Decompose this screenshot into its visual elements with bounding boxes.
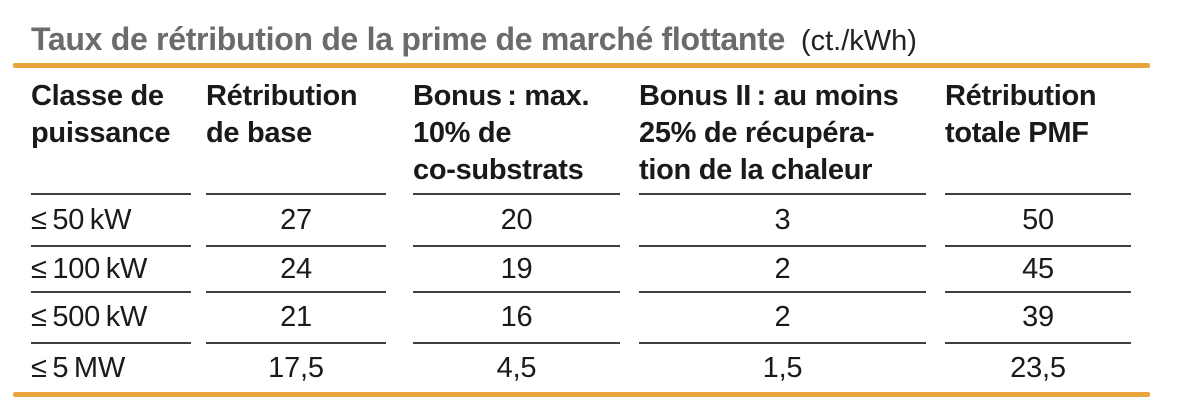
cell-classe: ≤ 500 kW xyxy=(31,293,191,344)
table-row: ≤ 50 kW 27 20 3 50 xyxy=(31,195,1200,247)
header-classe-de-puissance: Classe de puissance xyxy=(31,78,191,195)
header-line: puissance xyxy=(31,117,171,149)
cell-classe: ≤ 5 MW xyxy=(31,351,125,384)
header-line: Bonus II : au moins xyxy=(639,80,899,112)
cell-bonus2: 1,5 xyxy=(762,351,803,384)
table-row: ≤ 100 kW 24 19 2 45 xyxy=(31,247,1200,293)
header-line: Rétribution xyxy=(945,80,1097,112)
header-line: tion de la chaleur xyxy=(639,154,873,186)
cell-bonus2: 2 xyxy=(639,293,926,344)
header-line: de base xyxy=(206,117,312,149)
cell-base: 17,5 xyxy=(268,351,324,384)
table-row: ≤ 5 MW 17,5 4,5 1,5 23,5 xyxy=(31,344,1200,392)
cell-bonus1: 16 xyxy=(413,293,620,344)
cell-classe: ≤ 100 kW xyxy=(31,247,191,293)
table-header-row: Classe de puissance Rétribution de base … xyxy=(31,78,1200,195)
rates-table: Classe de puissance Rétribution de base … xyxy=(31,78,1200,392)
header-line: 10% de xyxy=(413,117,512,149)
header-line: Bonus : max. xyxy=(413,80,590,112)
cell-classe: ≤ 50 kW xyxy=(31,195,191,247)
header-line: Rétribution xyxy=(206,80,358,112)
cell-base: 27 xyxy=(206,195,386,247)
cell-total: 23,5 xyxy=(1010,351,1066,384)
header-retribution-totale-pmf: Rétribution totale PMF xyxy=(945,78,1131,195)
page-title: Taux de rétribution de la prime de march… xyxy=(0,0,1200,60)
cell-bonus1: 19 xyxy=(413,247,620,293)
bottom-accent-rule xyxy=(13,392,1150,397)
cell-total: 50 xyxy=(945,195,1131,247)
header-retribution-de-base: Rétribution de base xyxy=(206,78,386,195)
header-line: 25% de récupéra- xyxy=(639,117,875,149)
cell-bonus2: 3 xyxy=(639,195,926,247)
cell-bonus2: 2 xyxy=(639,247,926,293)
header-line: Classe de xyxy=(31,80,164,112)
cell-bonus1: 4,5 xyxy=(496,351,537,384)
header-bonus-co-substrats: Bonus : max. 10% de co-substrats xyxy=(413,78,620,195)
table-row: ≤ 500 kW 21 16 2 39 xyxy=(31,293,1200,344)
cell-bonus1: 20 xyxy=(413,195,620,247)
header-line: totale PMF xyxy=(945,117,1089,149)
top-accent-rule xyxy=(13,63,1150,68)
header-bonus-recuperation-chaleur: Bonus II : au moins 25% de récupéra- tio… xyxy=(639,78,926,195)
page-title-unit: (ct./kWh) xyxy=(800,25,917,57)
cell-base: 21 xyxy=(206,293,386,344)
cell-total: 45 xyxy=(945,247,1131,293)
page-title-text: Taux de rétribution de la prime de march… xyxy=(31,21,786,57)
cell-total: 39 xyxy=(945,293,1131,344)
header-line: co-substrats xyxy=(413,154,584,186)
cell-base: 24 xyxy=(206,247,386,293)
